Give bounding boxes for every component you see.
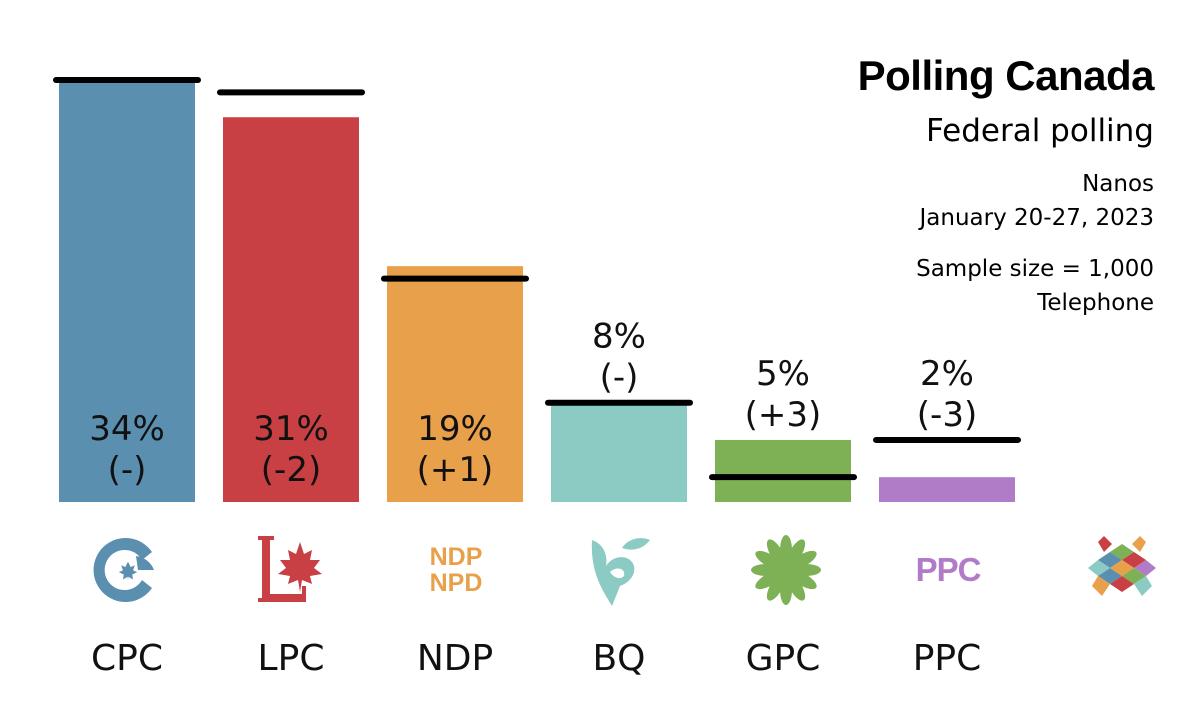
value-labels-group: 34%(-)31%(-2)19%(+1)8%(-) 5%(+3)2%(-3) <box>89 317 977 490</box>
change-label-ndp: (+1) <box>417 450 494 490</box>
party-name-ndp: NDP <box>417 638 493 679</box>
value-label-ppc: 2% <box>920 354 974 394</box>
party-name-ppc: PPC <box>913 638 982 679</box>
lpc-logo-icon <box>258 536 322 602</box>
party-names-group: CPC LPC NDP BQ GPC PPC <box>91 638 981 679</box>
poll-method: Telephone <box>1037 290 1154 316</box>
ndp-logo-icon: NDP NPD <box>416 530 496 610</box>
chart-subtitle: Federal polling <box>926 113 1154 149</box>
change-label-cpc: (-) <box>108 450 147 490</box>
change-label-bq: (-) <box>600 358 639 398</box>
ndp-logo-line1: NDP <box>429 543 483 571</box>
value-label-ndp: 19% <box>417 409 493 449</box>
value-label-gpc: 5% <box>756 354 810 394</box>
ndp-logo-line2: NPD <box>429 569 483 597</box>
party-name-bq: BQ <box>592 638 645 679</box>
bar-cpc <box>59 80 195 502</box>
polling-canada-logo-icon <box>1088 536 1156 596</box>
gpc-logo-icon <box>751 535 821 605</box>
cpc-logo-icon <box>93 538 154 602</box>
value-label-bq: 8% <box>592 317 646 357</box>
bar-ppc <box>879 477 1015 502</box>
sample-size: Sample size = 1,000 <box>916 256 1154 282</box>
change-label-ppc: (-3) <box>917 395 977 435</box>
bar-gpc <box>715 439 851 502</box>
party-name-cpc: CPC <box>91 638 163 679</box>
value-label-cpc: 34% <box>89 409 165 449</box>
pollster-name: Nanos <box>1082 171 1154 197</box>
bar-ndp <box>387 266 523 502</box>
party-name-gpc: GPC <box>746 638 821 679</box>
bq-logo-icon <box>591 538 650 606</box>
change-label-gpc: (+3) <box>745 395 822 435</box>
previous-markers-group <box>53 77 1021 481</box>
ppc-logo-icon: PPC <box>908 530 988 610</box>
poll-dates: January 20-27, 2023 <box>919 205 1155 231</box>
bar-lpc <box>223 117 359 502</box>
bar-bq <box>551 402 687 502</box>
chart-title: Polling Canada <box>857 52 1155 99</box>
bars-group <box>59 80 1015 502</box>
value-label-lpc: 31% <box>253 409 329 449</box>
party-name-lpc: LPC <box>258 638 325 679</box>
ppc-logo-text: PPC <box>915 551 982 588</box>
change-label-lpc: (-2) <box>261 450 321 490</box>
